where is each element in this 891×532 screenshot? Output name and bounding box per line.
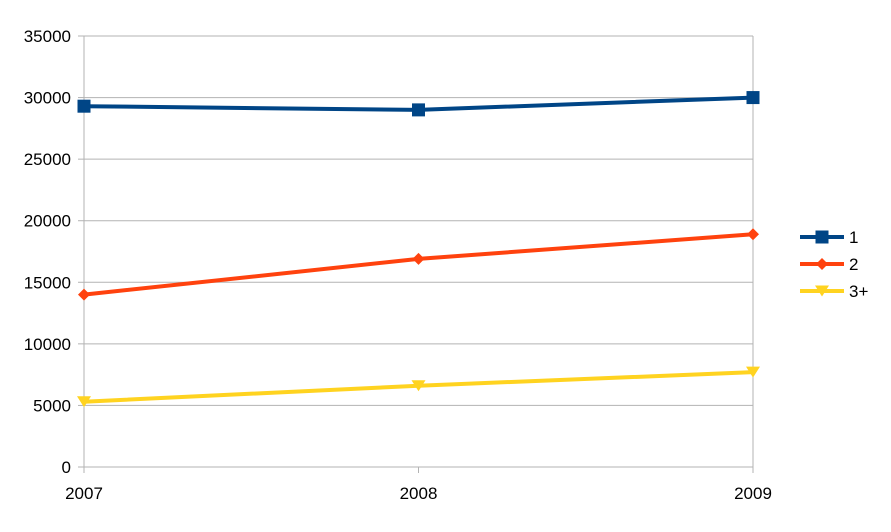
data-point [746,91,760,105]
legend: 1 2 3+ [800,228,868,301]
data-point [747,228,759,241]
y-tick-label: 30000 [24,89,71,108]
data-point [411,380,426,392]
data-point [77,99,91,113]
data-point [412,252,425,265]
x-axis-ticks: 2007 2008 2009 [65,467,772,503]
data-point [77,396,91,408]
data-point [412,103,425,117]
legend-label: 2 [849,255,858,274]
x-tick-label: 2009 [734,484,772,503]
x-tick-label: 2007 [65,484,103,503]
legend-marker [815,285,829,297]
y-tick-label: 0 [62,458,71,477]
x-tick-label: 2008 [400,484,438,503]
y-tick-label: 10000 [24,335,71,354]
series-group [77,91,760,408]
legend-marker [816,258,828,270]
data-point [78,288,90,301]
y-tick-label: 15000 [24,273,71,292]
y-tick-label: 20000 [24,212,71,231]
y-tick-label: 35000 [24,27,71,46]
y-tick-label: 25000 [24,150,71,169]
y-tick-label: 5000 [33,396,71,415]
legend-label: 3+ [849,282,868,301]
y-axis-ticks: 0 5000 10000 15000 20000 25000 30000 35000 [24,27,84,477]
legend-marker [815,230,829,244]
data-point [746,366,760,378]
legend-label: 1 [849,228,858,247]
